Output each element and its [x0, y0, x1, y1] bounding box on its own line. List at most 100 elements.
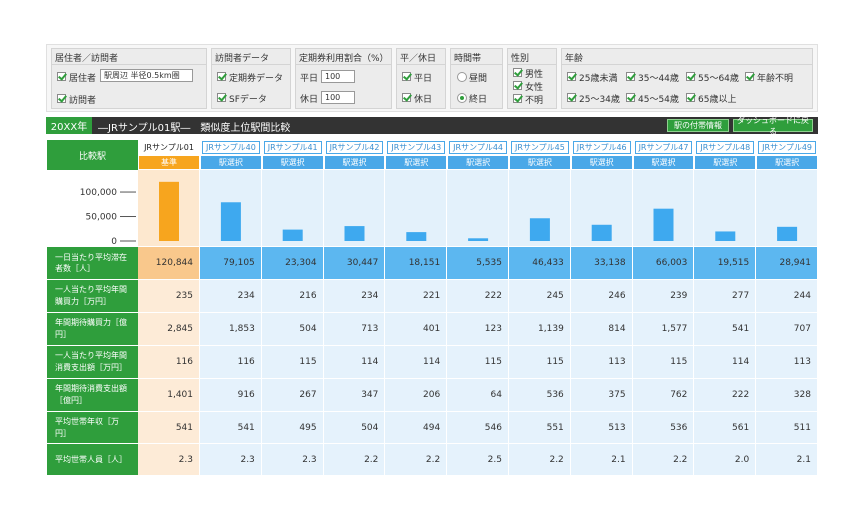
- station-tag[interactable]: 駅選択: [448, 156, 508, 169]
- checkbox[interactable]: [513, 81, 522, 90]
- option-label: 訪問者: [69, 96, 97, 106]
- cell-value: 2,845: [138, 313, 200, 345]
- cell-value: 23,304: [261, 247, 324, 279]
- radio[interactable]: [457, 72, 467, 82]
- row-label: 平均世帯人員［人］: [47, 444, 138, 475]
- checkbox[interactable]: [57, 94, 66, 103]
- cell-value: 2.1: [570, 444, 633, 475]
- cell-value: 504: [323, 412, 386, 443]
- option-label: 35～44歳: [638, 74, 679, 84]
- chart-cell: [694, 170, 757, 246]
- cell-value: 541: [694, 313, 757, 345]
- checkbox[interactable]: [402, 93, 411, 102]
- cell-value: 2.2: [632, 444, 695, 475]
- station-name[interactable]: JRサンプル49: [758, 141, 816, 154]
- row-label: 年間期待購買力［億円］: [47, 313, 138, 345]
- cell-value: 239: [632, 280, 695, 312]
- option-label: 25歳未満: [579, 74, 618, 84]
- station-tag[interactable]: 駅選択: [324, 156, 385, 169]
- cell-value: 116: [138, 346, 200, 378]
- cell-value: 1,139: [509, 313, 571, 345]
- bar: [344, 226, 365, 241]
- checkbox[interactable]: [217, 93, 226, 102]
- station-tag[interactable]: 駅選択: [262, 156, 323, 169]
- checkbox[interactable]: [567, 72, 576, 81]
- cell-value: 713: [323, 313, 386, 345]
- station-name[interactable]: JRサンプル47: [634, 141, 693, 154]
- bar: [715, 231, 736, 241]
- station-tag[interactable]: 駅選択: [633, 156, 694, 169]
- ratio-select[interactable]: 100: [321, 91, 355, 104]
- cell-value: 114: [694, 346, 757, 378]
- cell-value: 277: [694, 280, 757, 312]
- station-tag[interactable]: 駅選択: [201, 156, 261, 169]
- station-tag[interactable]: 駅選択: [695, 156, 756, 169]
- header-bar: [46, 117, 818, 134]
- row-label: 一人当たり平均年間消費支出額［万円］: [47, 346, 138, 378]
- cell-value: 234: [323, 280, 386, 312]
- radio[interactable]: [457, 93, 467, 103]
- station-tag[interactable]: 駅選択: [571, 156, 632, 169]
- station-name[interactable]: JRサンプル43: [387, 141, 446, 154]
- checkbox[interactable]: [626, 93, 635, 102]
- station-name[interactable]: JRサンプル45: [511, 141, 569, 154]
- station-tag[interactable]: 駅選択: [386, 156, 447, 169]
- checkbox[interactable]: [402, 72, 411, 81]
- checkbox[interactable]: [513, 94, 522, 103]
- cell-value: 115: [509, 346, 571, 378]
- checkbox[interactable]: [626, 72, 635, 81]
- checkbox[interactable]: [686, 93, 695, 102]
- station-name[interactable]: JRサンプル42: [325, 141, 384, 154]
- cell-value: 2.2: [385, 444, 448, 475]
- station-tag[interactable]: 駅選択: [510, 156, 570, 169]
- cell-value: 123: [447, 313, 509, 345]
- checkbox[interactable]: [567, 93, 576, 102]
- cell-value: 79,105: [200, 247, 262, 279]
- station-name[interactable]: JRサンプル44: [449, 141, 507, 154]
- cell-value: 66,003: [632, 247, 695, 279]
- cell-value: 401: [385, 313, 448, 345]
- bar: [653, 208, 674, 241]
- cell-value: 494: [385, 412, 448, 443]
- checkbox[interactable]: [513, 68, 522, 77]
- checkbox[interactable]: [57, 72, 66, 81]
- cell-value: 762: [632, 379, 695, 411]
- cell-value: 114: [385, 346, 448, 378]
- checkbox[interactable]: [686, 72, 695, 81]
- row-header: 比較駅: [47, 140, 138, 170]
- checkbox[interactable]: [217, 72, 226, 81]
- cell-value: 2.2: [323, 444, 386, 475]
- cell-value: 33,138: [570, 247, 633, 279]
- ratio-select[interactable]: 100: [321, 70, 355, 83]
- area-select[interactable]: 駅周辺 半径0.5km圏: [100, 69, 193, 82]
- cell-value: 2.0: [694, 444, 757, 475]
- button[interactable]: ダッシュボードに戻る: [733, 116, 813, 136]
- page-title: ―JRサンプル01駅― 類似度上位駅間比較: [98, 123, 291, 134]
- cell-value: 536: [509, 379, 571, 411]
- cell-value: 561: [694, 412, 757, 443]
- option-label: 男性: [525, 70, 544, 80]
- cell-value: 2.5: [447, 444, 509, 475]
- cell-value: 18,151: [385, 247, 448, 279]
- station-tag[interactable]: 駅選択: [757, 156, 817, 169]
- cell-value: 267: [261, 379, 324, 411]
- cell-value: 546: [447, 412, 509, 443]
- checkbox[interactable]: [745, 72, 754, 81]
- button[interactable]: 駅の付帯情報: [667, 119, 729, 132]
- option-label: 定期券データ: [229, 74, 284, 84]
- cell-value: 707: [756, 313, 818, 345]
- chart-cell: [261, 170, 324, 246]
- station-name[interactable]: JRサンプル48: [696, 141, 755, 154]
- station-name[interactable]: JRサンプル46: [572, 141, 631, 154]
- filter-title: 訪問者データ: [215, 54, 270, 64]
- bar: [159, 181, 179, 241]
- cell-value: 113: [570, 346, 633, 378]
- station-name[interactable]: JRサンプル40: [202, 141, 260, 154]
- cell-value: 541: [138, 412, 200, 443]
- cell-value: 347: [323, 379, 386, 411]
- cell-value: 2.1: [756, 444, 818, 475]
- option-label: 女性: [525, 83, 544, 93]
- station-name[interactable]: JRサンプル41: [263, 141, 322, 154]
